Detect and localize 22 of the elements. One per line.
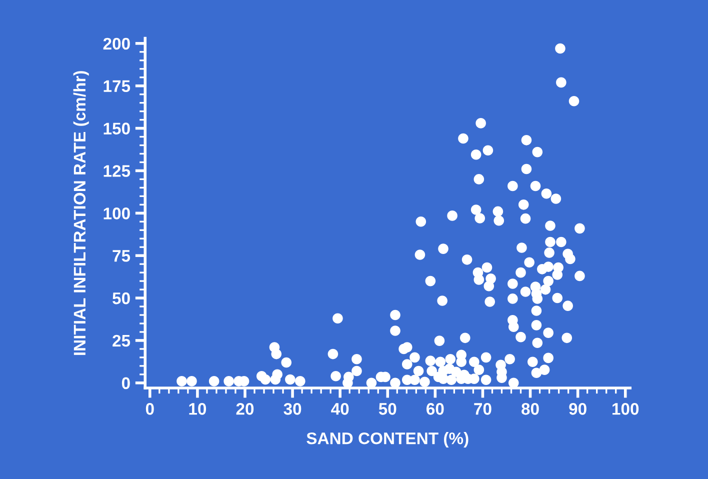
x-tick-label: 0 xyxy=(146,403,154,415)
x-tick-label: 60 xyxy=(426,403,444,415)
x-tick-label: 40 xyxy=(331,403,349,415)
y-tick-label: 175 xyxy=(104,80,130,92)
x-tick-label: 10 xyxy=(189,403,206,415)
x-axis-title: SAND CONTENT (%) xyxy=(306,432,468,448)
x-tick-label: 70 xyxy=(474,403,492,415)
y-tick-label: 200 xyxy=(103,38,130,50)
y-tick-label: 150 xyxy=(104,122,130,134)
y-tick-label: 50 xyxy=(112,292,130,304)
y-axis-title: INITIAL INFILTRATION RATE (cm/hr) xyxy=(73,71,89,355)
x-tick-label: 50 xyxy=(378,403,396,415)
x-tick-label: 30 xyxy=(284,403,302,415)
y-tick-label: 75 xyxy=(112,250,130,262)
y-tick-label: 25 xyxy=(112,334,130,347)
y-tick-label: 0 xyxy=(122,377,130,390)
x-tick-label: 20 xyxy=(236,403,254,415)
y-tick-label: 125 xyxy=(104,165,130,177)
x-tick-label: 80 xyxy=(522,403,539,415)
y-tick-label: 100 xyxy=(104,208,130,220)
x-tick-label: 100 xyxy=(612,403,639,415)
x-tick-label: 90 xyxy=(569,403,586,415)
